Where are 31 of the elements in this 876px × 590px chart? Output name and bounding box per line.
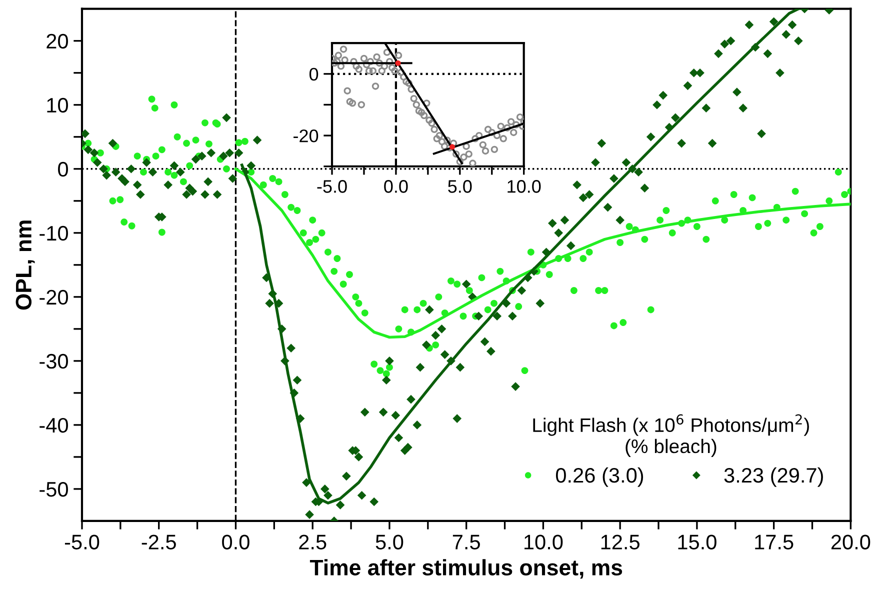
x-tick-label: 20.0 <box>831 534 870 550</box>
y-tick-label: 0 <box>309 68 318 81</box>
y-tick-label: -20 <box>40 290 68 305</box>
x-tick-label: 5.0 <box>448 180 472 193</box>
y-tick-label: 10 <box>47 98 68 113</box>
y-tick-label: -30 <box>40 354 68 369</box>
line-series <box>234 168 851 339</box>
legend-label: 3.23 (29.7) <box>724 467 823 487</box>
text: Light Flash (x 10$^{6}$ Photons/μm$^{2}$) (% bleach) <box>533 414 809 458</box>
x-tick-label: 17.5 <box>755 534 794 550</box>
x-tick-label: 2.5 <box>299 534 326 550</box>
x-tick-label: 10.0 <box>508 180 541 193</box>
y-tick-label: -40 <box>40 418 68 433</box>
y-axis-title: OPL, nm <box>16 220 35 310</box>
x-tick-label: 0.0 <box>384 180 408 193</box>
x-tick-label: 7.5 <box>452 534 480 550</box>
x-axis-title: Time after stimulus onset, ms <box>310 559 622 579</box>
y-tick-label: 20 <box>46 34 68 49</box>
x-tick-label: 10.0 <box>524 534 563 550</box>
x-tick-label: 0.0 <box>222 534 250 550</box>
x-tick-label: -5.0 <box>317 180 347 193</box>
x-tick-label: 12.5 <box>601 534 640 550</box>
y-tick-label: -20 <box>294 129 318 142</box>
y-tick-label: 0 <box>58 162 68 177</box>
x-tick-label: 15.0 <box>678 534 716 550</box>
legend-label: 0.26 (3.0) <box>556 467 644 487</box>
x-tick-label: -2.5 <box>142 534 176 550</box>
y-tick-label: -10 <box>40 226 68 241</box>
x-tick-label: 5.0 <box>376 534 404 550</box>
y-tick-label: -50 <box>40 482 68 497</box>
x-tick-label: -5.0 <box>64 534 100 550</box>
